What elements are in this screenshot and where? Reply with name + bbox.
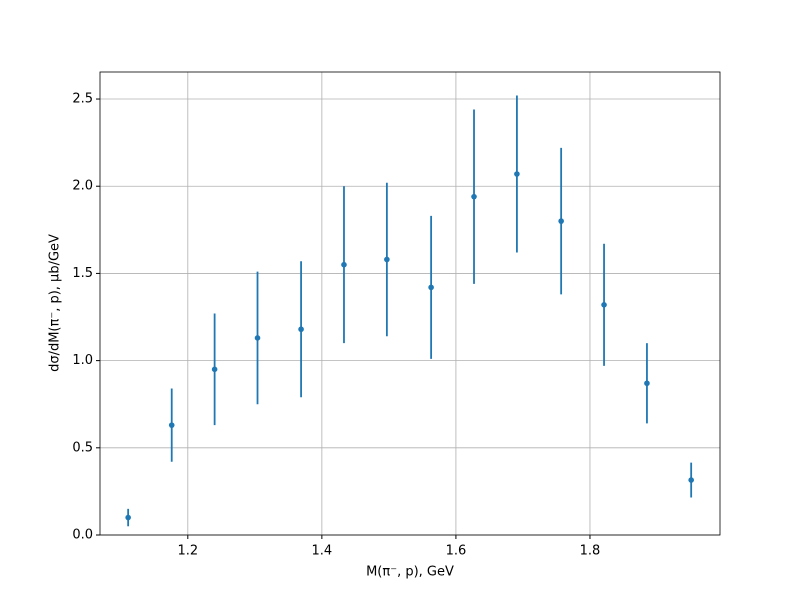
data-point (168, 422, 175, 428)
data-point (428, 284, 434, 291)
x-tick-label: 1.6 (446, 544, 467, 559)
y-tick-label: 0.0 (72, 528, 93, 543)
data-point (384, 256, 390, 263)
y-tick-label: 0.5 (72, 440, 93, 455)
data-point (254, 335, 261, 341)
x-tick-label: 1.2 (177, 544, 198, 559)
data-point (211, 366, 218, 373)
y-tick-label: 2.0 (72, 179, 93, 194)
data-point (558, 218, 564, 224)
y-tick-label: 1.5 (72, 266, 93, 281)
data-point (601, 302, 607, 308)
y-tick-label: 2.5 (72, 92, 93, 107)
plot-frame (99, 71, 721, 536)
data-point (514, 171, 520, 177)
data-point (644, 380, 650, 387)
y-tick-label: 1.0 (72, 353, 93, 368)
data-point (471, 193, 477, 200)
y-axis-label: dσ/dM(π⁻, p), μb/GeV (48, 234, 63, 372)
x-tick-label: 1.4 (312, 544, 333, 559)
data-point (341, 261, 347, 268)
x-tick-label: 1.8 (580, 544, 601, 559)
x-axis-label: M(π⁻, p), GeV (366, 565, 454, 580)
data-point (298, 326, 304, 333)
data-point (688, 477, 694, 483)
data-point (125, 514, 131, 521)
